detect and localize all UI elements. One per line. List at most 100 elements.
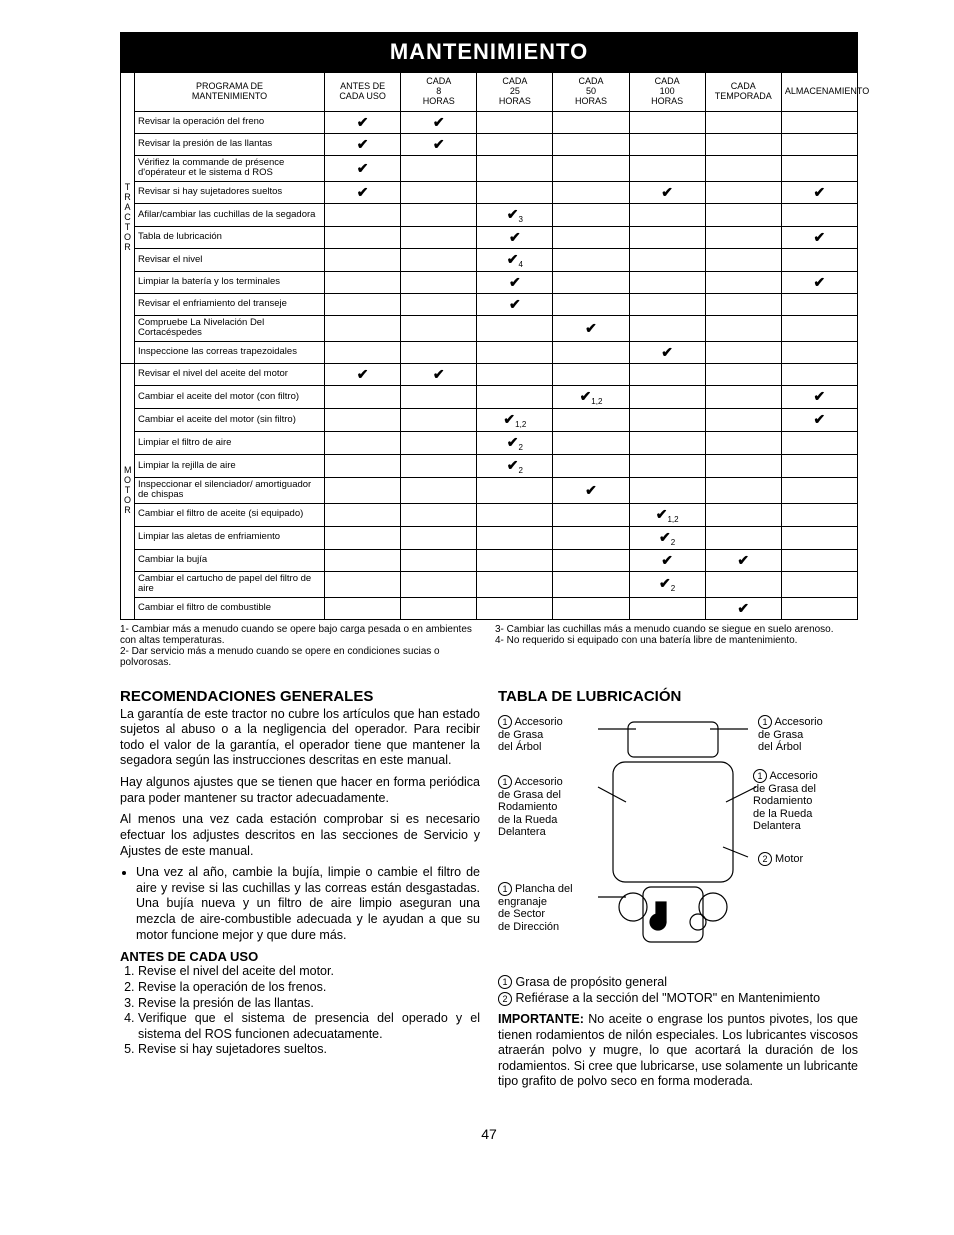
table-cell xyxy=(781,571,857,597)
col-header: CADA25HORAS xyxy=(477,73,553,112)
diagram-label: 1 Plancha delengranajede Sectorde Direcc… xyxy=(498,882,598,934)
table-cell: ✔ xyxy=(325,181,401,203)
col-header: CADA50HORAS xyxy=(553,73,629,112)
table-cell: ✔ xyxy=(401,112,477,134)
table-cell xyxy=(705,271,781,293)
table-cell xyxy=(325,385,401,408)
diagram-label: 1 Accesoriode Grasadel Árbol xyxy=(498,715,598,754)
row-label: Compruebe La Nivelación Del Cortacéspede… xyxy=(135,315,325,341)
col-header: CADA8HORAS xyxy=(401,73,477,112)
table-cell xyxy=(705,454,781,477)
table-cell xyxy=(705,315,781,341)
table-row: Afilar/cambiar las cuchillas de la segad… xyxy=(121,203,858,226)
row-label: Cambiar el filtro de combustible xyxy=(135,597,325,619)
table-cell: ✔ xyxy=(477,226,553,248)
table-cell: ✔ xyxy=(705,549,781,571)
row-label: Revisar si hay sujetadores sueltos xyxy=(135,181,325,203)
table-cell xyxy=(325,226,401,248)
table-cell xyxy=(325,431,401,454)
table-cell xyxy=(325,203,401,226)
table-cell: ✔2 xyxy=(477,431,553,454)
table-cell: ✔2 xyxy=(629,571,705,597)
table-cell xyxy=(401,526,477,549)
footnote: 1- Cambiar más a menudo cuando se opere … xyxy=(120,624,483,646)
table-row: Revisar el nivel✔4 xyxy=(121,248,858,271)
table-cell xyxy=(553,597,629,619)
table-row: Compruebe La Nivelación Del Cortacéspede… xyxy=(121,315,858,341)
row-label: Cambiar el cartucho de papel del filtro … xyxy=(135,571,325,597)
table-cell: ✔ xyxy=(325,134,401,156)
table-cell xyxy=(781,203,857,226)
table-cell xyxy=(705,503,781,526)
row-label: Inspeccione las correas trapezoidales xyxy=(135,341,325,363)
list-item: Revise si hay sujetadores sueltos. xyxy=(138,1042,480,1058)
table-cell xyxy=(553,248,629,271)
table-cell xyxy=(705,341,781,363)
table-row: Revisar si hay sujetadores sueltos✔✔✔ xyxy=(121,181,858,203)
table-cell xyxy=(553,112,629,134)
left-column: RECOMENDACIONES GENERALES La garantía de… xyxy=(120,684,480,1097)
table-cell xyxy=(553,526,629,549)
section-banner: MANTENIMIENTO xyxy=(120,32,858,72)
footnote: 3- Cambiar las cuchillas más a menudo cu… xyxy=(495,624,858,635)
table-cell xyxy=(781,549,857,571)
table-cell xyxy=(705,226,781,248)
row-label: Revisar el enfriamiento del transeje xyxy=(135,293,325,315)
table-cell: ✔1,2 xyxy=(477,408,553,431)
table-cell xyxy=(781,454,857,477)
table-cell: ✔ xyxy=(629,181,705,203)
table-cell: ✔ xyxy=(477,271,553,293)
list-item: Revise la presión de las llantas. xyxy=(138,996,480,1012)
table-cell xyxy=(553,549,629,571)
table-cell xyxy=(553,134,629,156)
table-cell xyxy=(629,597,705,619)
table-cell xyxy=(705,248,781,271)
table-row: Cambiar la bujía✔✔ xyxy=(121,549,858,571)
row-label: Afilar/cambiar las cuchillas de la segad… xyxy=(135,203,325,226)
table-cell xyxy=(629,156,705,182)
table-cell xyxy=(477,315,553,341)
table-cell xyxy=(477,112,553,134)
table-cell xyxy=(401,431,477,454)
table-cell xyxy=(553,363,629,385)
table-cell xyxy=(553,293,629,315)
table-cell xyxy=(705,571,781,597)
table-cell xyxy=(705,526,781,549)
diagram-label: 1 Accesoriode Grasa delRodamientode la R… xyxy=(498,775,598,840)
table-cell xyxy=(629,385,705,408)
table-cell xyxy=(401,293,477,315)
row-label: Tabla de lubricación xyxy=(135,226,325,248)
table-cell xyxy=(629,293,705,315)
footnote: 4- No requerido si equipado con una bate… xyxy=(495,635,858,646)
table-cell xyxy=(477,341,553,363)
row-label: Inspeccionar el silenciador/ amortiguado… xyxy=(135,477,325,503)
footnote: 2- Dar servicio más a menudo cuando se o… xyxy=(120,646,483,668)
table-cell xyxy=(629,408,705,431)
table-cell xyxy=(781,597,857,619)
table-row: Tabla de lubricación✔✔ xyxy=(121,226,858,248)
table-row: Limpiar la rejilla de aire✔2 xyxy=(121,454,858,477)
row-label: Limpiar el filtro de aire xyxy=(135,431,325,454)
table-cell xyxy=(401,341,477,363)
list-item: Revise el nivel del aceite del motor. xyxy=(138,964,480,980)
table-row: Inspeccione las correas trapezoidales✔ xyxy=(121,341,858,363)
table-cell xyxy=(325,315,401,341)
table-cell xyxy=(781,156,857,182)
table-cell xyxy=(325,454,401,477)
table-cell xyxy=(401,454,477,477)
table-cell xyxy=(325,597,401,619)
table-cell xyxy=(325,571,401,597)
table-cell xyxy=(401,503,477,526)
table-cell xyxy=(705,134,781,156)
table-cell xyxy=(629,203,705,226)
table-row: Limpiar las aletas de enfriamiento✔2 xyxy=(121,526,858,549)
table-cell xyxy=(325,248,401,271)
table-cell xyxy=(477,134,553,156)
table-row: Cambiar el aceite del motor (sin filtro)… xyxy=(121,408,858,431)
table-cell xyxy=(401,385,477,408)
diagram-legend: 1 Grasa de propósito general 2 Refiérase… xyxy=(498,975,858,1006)
table-cell xyxy=(477,181,553,203)
col-header: CADA100HORAS xyxy=(629,73,705,112)
table-cell xyxy=(705,203,781,226)
table-cell xyxy=(477,503,553,526)
